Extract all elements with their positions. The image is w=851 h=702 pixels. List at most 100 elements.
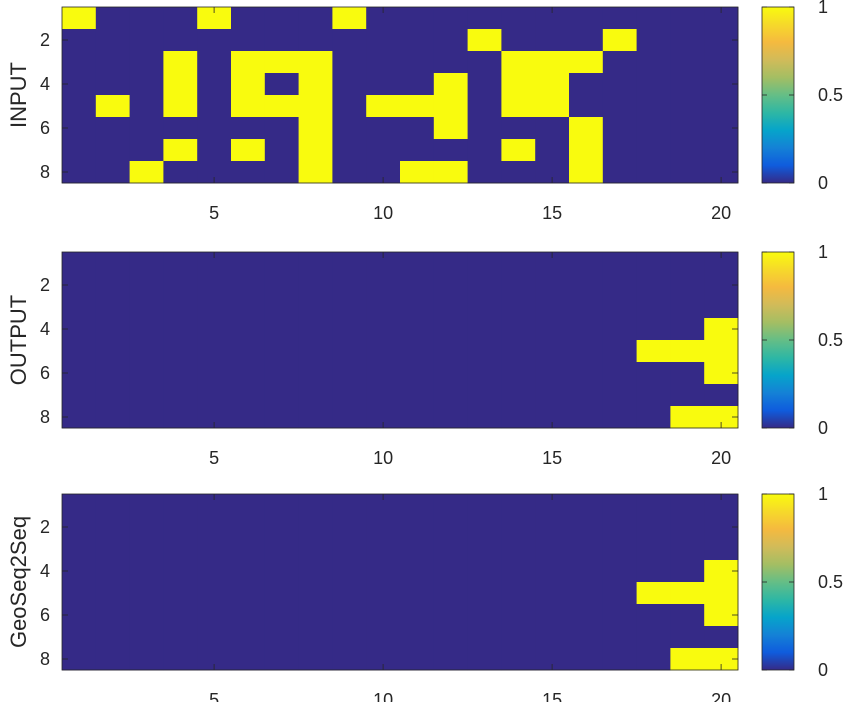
heatmap-cell — [602, 318, 637, 341]
heatmap-cell — [670, 318, 705, 341]
heatmap-cell — [636, 95, 671, 118]
heatmap-cell — [670, 29, 705, 52]
heatmap-cell — [62, 538, 97, 561]
heatmap-cell — [670, 95, 705, 118]
colorbar: 00.51 — [761, 242, 843, 438]
heatmap-cell — [670, 274, 705, 297]
heatmap-cell — [602, 582, 637, 605]
heatmap-cell — [535, 95, 570, 118]
heatmap-cell — [129, 296, 164, 319]
heatmap-cell — [129, 582, 164, 605]
heatmap-cell — [467, 318, 502, 341]
x-tick-label: 15 — [542, 690, 562, 702]
heatmap-cell — [569, 648, 604, 671]
heatmap-cell — [231, 252, 266, 275]
heatmap-cell — [129, 95, 164, 118]
heatmap-cell — [264, 384, 299, 407]
heatmap-cell — [501, 516, 536, 539]
colorbar-tick-label: 0 — [818, 418, 828, 438]
heatmap-cell — [163, 516, 198, 539]
y-tick-label: 2 — [40, 517, 50, 537]
heatmap-cell — [298, 604, 333, 627]
heatmap-cell — [400, 139, 435, 162]
colorbar-tick-label: 1 — [818, 242, 828, 262]
heatmap-cell — [163, 117, 198, 140]
heatmap-cell — [535, 362, 570, 385]
y-tick-label: 4 — [40, 74, 50, 94]
heatmap-cell — [400, 318, 435, 341]
heatmap-cell — [197, 560, 232, 583]
heatmap-cell — [197, 296, 232, 319]
heatmap-cell — [95, 252, 130, 275]
heatmap-cell — [400, 362, 435, 385]
heatmap-cell — [467, 560, 502, 583]
heatmap-cell — [264, 560, 299, 583]
heatmap-cell — [569, 494, 604, 517]
heatmap-cell — [704, 7, 739, 30]
heatmap-cell — [704, 626, 739, 649]
heatmap-cell — [636, 340, 671, 363]
heatmap-cell — [129, 252, 164, 275]
heatmap-cell — [163, 318, 198, 341]
heatmap-cell — [467, 296, 502, 319]
heatmap-cell — [163, 7, 198, 30]
heatmap-cell — [636, 161, 671, 184]
heatmap-cell — [400, 117, 435, 140]
heatmap-cell — [129, 362, 164, 385]
heatmap-cell — [636, 252, 671, 275]
heatmap-cell — [704, 95, 739, 118]
heatmap-cell — [231, 516, 266, 539]
heatmap-cell — [264, 494, 299, 517]
heatmap-cell — [433, 384, 468, 407]
heatmap-cell — [636, 117, 671, 140]
heatmap-cell — [197, 161, 232, 184]
heatmap-cell — [501, 604, 536, 627]
heatmap-cell — [602, 7, 637, 30]
heatmap-cell — [433, 51, 468, 74]
heatmap-cell — [62, 582, 97, 605]
heatmap-cell — [163, 139, 198, 162]
heatmap-cell — [95, 51, 130, 74]
heatmap-cell — [602, 95, 637, 118]
heatmap-cell — [569, 340, 604, 363]
heatmap-cell — [197, 95, 232, 118]
heatmap-cell — [62, 318, 97, 341]
heatmap-cell — [163, 582, 198, 605]
axes-frame — [61, 6, 739, 184]
heatmap-cell — [467, 95, 502, 118]
heatmap-cell — [197, 252, 232, 275]
heatmap-cell — [704, 406, 739, 429]
heatmap-cell — [366, 139, 401, 162]
heatmap-cell — [602, 51, 637, 74]
heatmap-cell — [467, 73, 502, 96]
colorbar-tick-label: 0 — [818, 660, 828, 680]
heatmap-cell — [197, 384, 232, 407]
heatmap-cell — [366, 252, 401, 275]
heatmap-cell — [197, 29, 232, 52]
heatmap-cell — [670, 494, 705, 517]
heatmap-cell — [501, 296, 536, 319]
heatmap-cell — [231, 406, 266, 429]
heatmap-cell — [197, 538, 232, 561]
heatmap-cell — [569, 406, 604, 429]
heatmap-cell — [535, 117, 570, 140]
heatmap-cell — [569, 582, 604, 605]
colorbar: 00.51 — [761, 0, 843, 193]
heatmap-cell — [535, 648, 570, 671]
colorbar-tick-label: 1 — [818, 0, 828, 17]
heatmap-cell — [535, 626, 570, 649]
heatmap-cell — [298, 296, 333, 319]
heatmap-cell — [670, 252, 705, 275]
heatmap-cell — [400, 95, 435, 118]
heatmap-cell — [433, 648, 468, 671]
heatmap-cell — [569, 362, 604, 385]
heatmap-cell — [62, 29, 97, 52]
heatmap-cell — [501, 139, 536, 162]
colorbar-tick-label: 0 — [818, 173, 828, 193]
heatmap-cell — [704, 604, 739, 627]
heatmap-cell — [535, 29, 570, 52]
heatmap-cell — [62, 139, 97, 162]
heatmap-cell — [264, 29, 299, 52]
heatmap-cell — [62, 51, 97, 74]
